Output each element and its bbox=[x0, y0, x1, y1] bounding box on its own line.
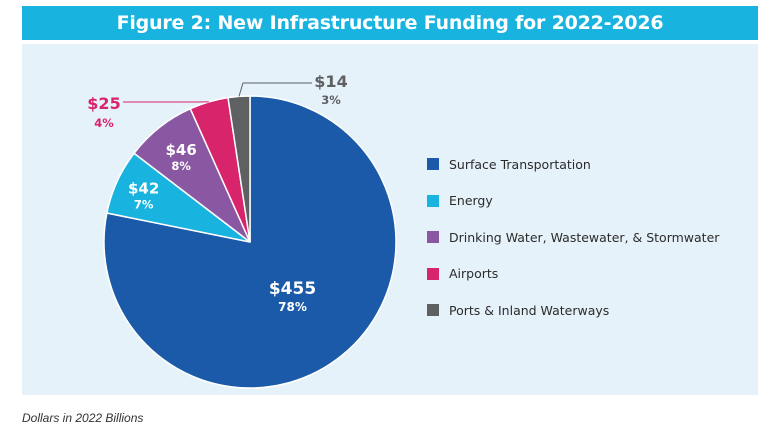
chart-legend: Surface Transportation Energy Drinking W… bbox=[427, 155, 719, 338]
legend-label: Drinking Water, Wastewater, & Stormwater bbox=[449, 229, 720, 245]
legend-swatch bbox=[427, 158, 439, 170]
data-label-value-ports: $14 bbox=[314, 72, 347, 91]
legend-swatch bbox=[427, 267, 439, 280]
data-label-value-water: $46 bbox=[165, 141, 196, 159]
legend-item-ports: Ports & Inland Waterways bbox=[427, 301, 719, 319]
chart-title: Figure 2: New Infrastructure Funding for… bbox=[116, 12, 664, 34]
legend-item-airports: Airports bbox=[427, 265, 719, 283]
legend-label: Ports & Inland Waterways bbox=[449, 302, 610, 318]
legend-swatch bbox=[427, 304, 439, 316]
legend-swatch bbox=[427, 194, 439, 207]
footnote: Dollars in 2022 Billions bbox=[22, 411, 144, 425]
legend-label: Energy bbox=[449, 193, 493, 208]
data-label-percent-surface-transportation: 78% bbox=[278, 300, 307, 314]
data-label-percent-energy: 7% bbox=[134, 198, 154, 212]
chart-title-bar: Figure 2: New Infrastructure Funding for… bbox=[22, 6, 758, 40]
legend-swatch bbox=[427, 231, 439, 243]
data-label-percent-ports: 3% bbox=[321, 93, 341, 107]
legend-item-energy: Energy bbox=[427, 192, 719, 210]
data-label-value-surface-transportation: $455 bbox=[269, 279, 316, 299]
data-label-value-airports: $25 bbox=[87, 94, 120, 113]
legend-label: Airports bbox=[449, 266, 499, 281]
legend-item-surface-transportation: Surface Transportation bbox=[427, 155, 719, 173]
legend-label: Surface Transportation bbox=[449, 156, 591, 172]
legend-item-water: Drinking Water, Wastewater, & Stormwater bbox=[427, 228, 719, 246]
data-label-percent-water: 8% bbox=[171, 159, 191, 173]
data-label-value-energy: $42 bbox=[128, 180, 159, 198]
data-label-percent-airports: 4% bbox=[94, 116, 114, 130]
leader-line-ports bbox=[238, 82, 312, 97]
